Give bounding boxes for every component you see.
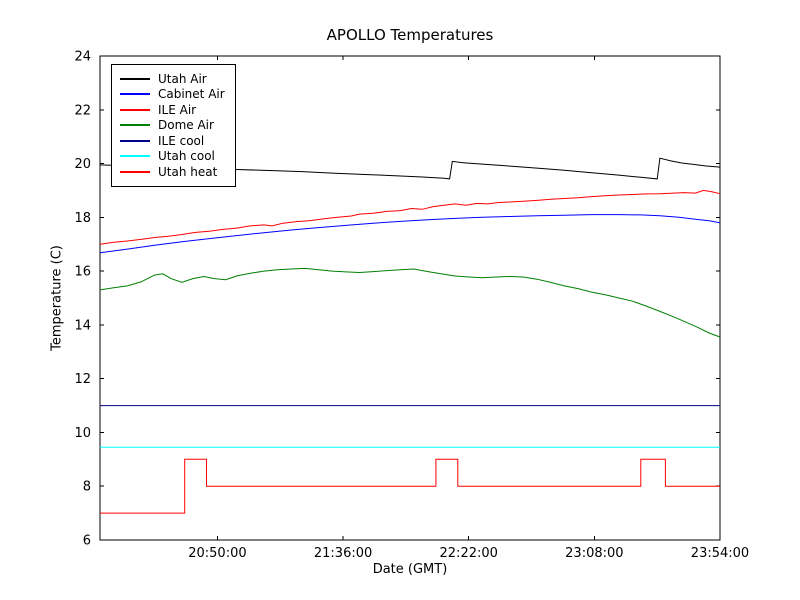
- x-tick-label: 23:08:00: [565, 546, 623, 561]
- y-tick-label: 18: [74, 211, 91, 226]
- x-tick-label: 23:54:00: [691, 546, 749, 561]
- y-tick-label: 6: [83, 534, 91, 549]
- y-tick-label: 8: [83, 480, 91, 495]
- legend-label: Dome Air: [158, 118, 214, 133]
- y-tick-label: 20: [74, 157, 91, 172]
- legend-item: Dome Air: [120, 118, 225, 134]
- legend-label: Utah heat: [158, 164, 218, 179]
- series-line-dome-air: [99, 267, 721, 338]
- legend-item: ILE cool: [120, 133, 225, 149]
- y-tick-label: 16: [74, 265, 91, 280]
- x-tick-label: 20:50:00: [188, 546, 246, 561]
- legend-item: Cabinet Air: [120, 87, 225, 103]
- legend-label: ILE cool: [158, 133, 205, 148]
- legend-swatch: [120, 108, 150, 111]
- series-line-ile-air: [99, 189, 721, 245]
- series-line-cabinet-air: [99, 214, 721, 254]
- y-axis-label: Temperature (C): [49, 245, 65, 351]
- legend-label: Utah Air: [158, 71, 207, 86]
- legend-label: Utah cool: [158, 149, 215, 164]
- legend: Utah Air Cabinet Air ILE Air Dome Air ILE co…: [111, 64, 236, 187]
- legend-item: Utah Air: [120, 71, 225, 87]
- y-tick-label: 22: [74, 103, 91, 118]
- y-tick-label: 12: [74, 372, 91, 387]
- legend-swatch: [120, 77, 150, 80]
- series-line-utah-heat: [100, 458, 720, 514]
- chart-title: APOLLO Temperatures: [326, 26, 494, 44]
- y-tick-label: 10: [74, 426, 91, 441]
- legend-item: ILE Air: [120, 102, 225, 118]
- legend-swatch: [120, 124, 150, 127]
- legend-label: Cabinet Air: [158, 87, 225, 102]
- legend-swatch: [120, 93, 150, 96]
- y-tick-label: 24: [74, 50, 91, 65]
- y-tick-label: 14: [74, 318, 91, 333]
- x-tick-label: 22:22:00: [440, 546, 498, 561]
- series-line-utah-air: [99, 157, 721, 180]
- axes-frame: [99, 55, 721, 541]
- legend-label: ILE Air: [158, 102, 197, 117]
- legend-swatch: [120, 139, 150, 142]
- legend-swatch: [120, 155, 150, 158]
- legend-item: Utah heat: [120, 164, 225, 180]
- legend-swatch: [120, 170, 150, 173]
- x-axis-label: Date (GMT): [372, 562, 448, 577]
- x-tick-label: 21:36:00: [314, 546, 372, 561]
- legend-item: Utah cool: [120, 149, 225, 165]
